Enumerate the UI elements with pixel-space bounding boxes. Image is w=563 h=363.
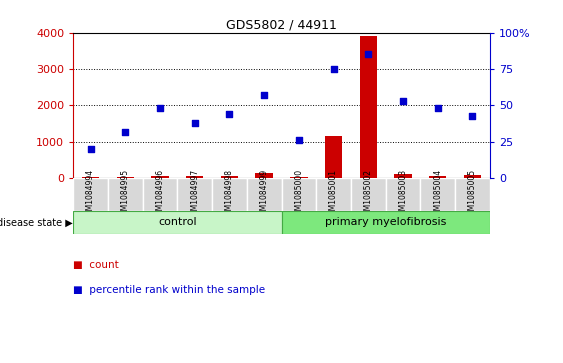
Bar [351,178,386,211]
Bar [256,173,273,178]
Text: control: control [158,217,196,227]
Text: GSM1084999: GSM1084999 [260,169,269,220]
Bar [117,177,134,178]
Bar [394,174,412,178]
Text: GSM1085005: GSM1085005 [468,169,477,220]
Point [86,146,95,152]
Title: GDS5802 / 44911: GDS5802 / 44911 [226,19,337,32]
Point [468,113,477,119]
Bar [282,178,316,211]
Bar [316,178,351,211]
Bar [108,178,142,211]
Point [399,98,408,104]
Text: GSM1084994: GSM1084994 [86,169,95,220]
Bar [82,177,99,178]
Text: GSM1085000: GSM1085000 [294,169,303,220]
Text: GSM1084997: GSM1084997 [190,169,199,220]
Bar [421,178,455,211]
Point [120,129,129,135]
Text: GSM1085001: GSM1085001 [329,169,338,220]
Text: GSM1085004: GSM1085004 [434,169,442,220]
Bar [247,178,282,211]
Bar [282,211,490,234]
Bar [429,176,446,178]
Bar [290,177,307,178]
Point [364,52,373,57]
Point [329,66,338,72]
Point [225,111,234,117]
Bar [325,136,342,178]
Point [190,120,199,126]
Bar [455,178,490,211]
Bar [386,178,421,211]
Bar [142,178,177,211]
Point [434,105,443,111]
Bar [360,36,377,178]
Point [155,105,164,111]
Text: primary myelofibrosis: primary myelofibrosis [325,217,446,227]
Bar [464,175,481,178]
Bar [221,176,238,178]
Text: GSM1084998: GSM1084998 [225,169,234,220]
Text: ■  percentile rank within the sample: ■ percentile rank within the sample [73,285,265,295]
Point [294,138,303,143]
Text: GSM1084996: GSM1084996 [155,169,164,220]
Bar [151,176,169,178]
Bar [186,176,203,178]
Bar [177,178,212,211]
Text: ■  count: ■ count [73,260,119,270]
Text: GSM1085003: GSM1085003 [399,169,408,220]
Bar [73,211,282,234]
Bar [73,178,108,211]
Text: GSM1084995: GSM1084995 [121,169,129,220]
Bar [212,178,247,211]
Point [260,92,269,98]
Text: GSM1085002: GSM1085002 [364,169,373,220]
Text: disease state ▶: disease state ▶ [0,217,73,227]
